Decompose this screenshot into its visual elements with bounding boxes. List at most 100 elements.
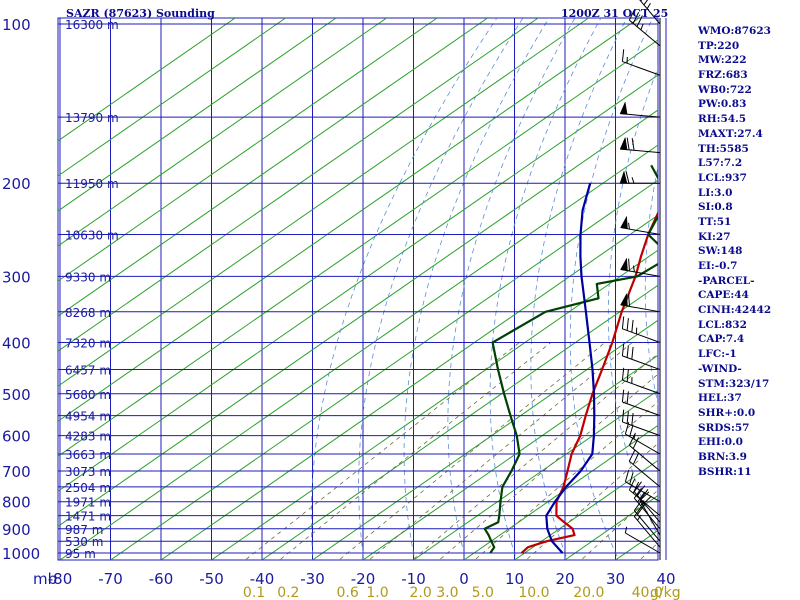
chart-datetime: 1200Z 31 OCT 25 (561, 7, 669, 20)
isotherm-line (58, 18, 286, 177)
isotherm-lines (58, 18, 658, 560)
mixing-ratio-tick-label: 1.0 (366, 585, 388, 600)
pressure-unit-label: mb (33, 570, 57, 588)
pressure-tick-label: 600 (2, 428, 31, 446)
mixing-ratio-tick-label: 3.0 (436, 585, 458, 600)
wind-barb (619, 136, 661, 154)
height-label: 4283 m (65, 430, 111, 444)
isotherm-line (261, 284, 658, 560)
sounding-index-item: -PARCEL- (698, 274, 755, 287)
height-label: 3073 m (65, 465, 111, 479)
mixing-ratio-tick-label: 10.0 (518, 585, 549, 600)
pressure-grid-lines (58, 23, 658, 554)
sounding-indices-panel: WMO:87623 TP:220 MW:222 FRZ:683 WB0:722 PW:0.… (698, 24, 771, 479)
sounding-index-item: TH:5585 (698, 142, 749, 155)
sounding-index-item: CINH:42442 (698, 304, 772, 317)
isotherm-line (58, 18, 539, 352)
temperature-tick-label: 20 (555, 570, 574, 588)
wind-barb (621, 49, 661, 76)
isotherm-line (514, 459, 658, 560)
vertical-grid-lines (59, 18, 667, 560)
pressure-tick-label: 100 (2, 16, 31, 34)
pressure-tick-label: 500 (2, 386, 31, 404)
mixing-ratio-line (474, 401, 658, 560)
wind-barb (628, 478, 661, 517)
sounding-index-item: LCL:937 (698, 171, 747, 184)
temperature-tick-label: 10 (505, 570, 524, 588)
isotherm-line (160, 214, 658, 560)
isotherm-line (58, 18, 387, 247)
temperature-tick-label: -40 (250, 570, 275, 588)
temperature-tick-label: -80 (48, 570, 73, 588)
sounding-index-item: L57:7.2 (698, 157, 743, 170)
dry-adiabat-line (530, 18, 628, 560)
isotherm-line (58, 18, 488, 317)
isotherm-line (58, 18, 589, 387)
sounding-index-item: PW:0.83 (698, 98, 747, 111)
mixing-ratio-line (279, 342, 552, 560)
chart-grid-layer (57, 17, 667, 561)
sounding-index-item: EHI:0.0 (698, 436, 743, 449)
mixing-ratio-unit-label: g/kg (650, 585, 681, 600)
wind-barb (628, 434, 661, 472)
pressure-tick-label: 900 (2, 521, 31, 539)
chart-plot-area (58, 0, 800, 564)
height-label: 11950 m (65, 177, 119, 191)
temperature-tick-label: -30 (300, 570, 325, 588)
pressure-tick-label: 200 (2, 175, 31, 193)
dry-adiabat-line (782, 0, 800, 564)
pressure-tick-label: 400 (2, 334, 31, 352)
wind-barb (619, 170, 660, 184)
sounding-index-item: KI:27 (698, 230, 731, 243)
temperature-tick-label: -20 (351, 570, 376, 588)
wind-barb (633, 481, 661, 523)
height-label: 10630 m (65, 229, 119, 243)
sounding-index-item: BRN:3.9 (698, 450, 747, 463)
height-label: 95 m (65, 547, 96, 561)
isotherm-line (362, 354, 658, 560)
height-label: 13790 m (65, 111, 119, 125)
sounding-index-item: LCL:832 (698, 318, 747, 331)
sounding-index-item: SRDS:57 (698, 421, 750, 434)
height-label: 3663 m (65, 448, 111, 462)
sounding-index-item: BSHR:11 (698, 465, 752, 478)
sounding-series-2 (545, 182, 596, 554)
dry-adiabat-line (310, 18, 498, 560)
isotherm-line (58, 18, 337, 212)
sounding-index-item: HEL:37 (698, 392, 742, 405)
sounding-index-item: LFC:-1 (698, 348, 737, 361)
height-label: 9330 m (65, 270, 111, 284)
mixing-ratio-tick-label: 0.2 (277, 585, 299, 600)
sounding-series-0 (520, 210, 658, 554)
isotherm-line (58, 18, 236, 142)
temperature-tick-label: 0 (459, 570, 469, 588)
mixing-ratio-tick-label: 2.0 (410, 585, 432, 600)
dry-adiabat-line (403, 18, 550, 560)
sounding-index-item: SW:148 (698, 245, 743, 258)
pressure-tick-label: 800 (2, 494, 31, 512)
isotherm-line (413, 389, 658, 560)
sounding-index-item: SI:0.8 (698, 201, 733, 214)
pressure-tick-label: 300 (2, 268, 31, 286)
wind-barb (633, 506, 661, 548)
wind-barb (619, 101, 661, 118)
height-label: 1471 m (65, 510, 111, 524)
height-label: 530 m (65, 535, 103, 549)
sounding-index-item: SHR+:0.0 (698, 406, 756, 419)
plot-frame (57, 17, 659, 561)
sounding-index-item: MAXT:27.4 (698, 127, 763, 140)
mixing-ratio-line (411, 353, 658, 560)
sounding-index-item: LI:3.0 (698, 186, 733, 199)
temperature-tick-label: 40 (656, 570, 675, 588)
height-label: 7320 m (65, 336, 111, 350)
sounding-index-item: WB0:722 (698, 83, 752, 96)
mixing-ratio-tick-label: 0.1 (243, 585, 265, 600)
height-label: 16300 m (65, 18, 119, 32)
sounding-index-item: -WIND- (698, 362, 742, 375)
pressure-tick-label: 700 (2, 463, 31, 481)
wind-barb (620, 292, 661, 313)
isotherm-line (58, 18, 640, 422)
height-label: 987 m (65, 523, 103, 537)
height-label: 5680 m (65, 388, 111, 402)
